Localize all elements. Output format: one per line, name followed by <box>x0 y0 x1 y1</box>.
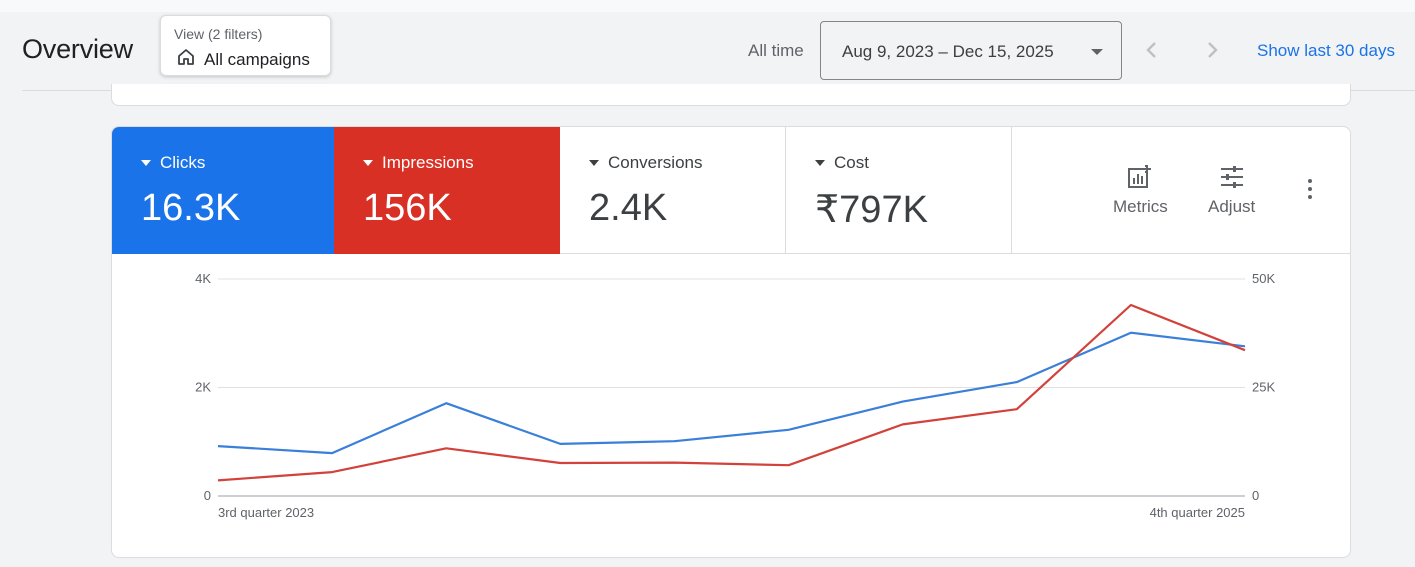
chevron-right-icon <box>1208 42 1218 58</box>
scorecard-cost-header: Cost <box>815 153 869 173</box>
series-line-clicks <box>217 331 1246 455</box>
scorecard-impressions-label: Impressions <box>382 153 474 172</box>
view-filter-main: All campaigns <box>176 47 310 72</box>
date-range-value: Aug 9, 2023 – Dec 15, 2025 <box>842 42 1054 61</box>
previous-card-edge <box>111 84 1351 106</box>
date-range-select[interactable]: Aug 9, 2023 – Dec 15, 2025 <box>820 21 1122 80</box>
adjust-button[interactable]: Adjust <box>1208 163 1255 217</box>
scorecard-conversions[interactable]: Conversions 2.4K <box>560 127 786 254</box>
scorecard-conversions-header: Conversions <box>589 153 703 173</box>
scorecard-clicks-label: Clicks <box>160 153 206 172</box>
caret-down-icon <box>815 160 825 166</box>
left-axis-tick-label: 0 <box>204 488 211 503</box>
scorecard-cost-label: Cost <box>834 153 869 172</box>
more-vert-dot <box>1308 187 1312 191</box>
scorecard-cost[interactable]: Cost ₹797K <box>786 127 1012 254</box>
scorecard-clicks-header: Clicks <box>141 153 205 173</box>
page-title: Overview <box>22 34 133 64</box>
right-axis-tick-label: 50K <box>1252 271 1275 286</box>
scorecard-conversions-value: 2.4K <box>589 187 668 229</box>
chevron-left-icon <box>1146 42 1156 58</box>
scorecard-impressions-header: Impressions <box>363 153 474 173</box>
view-filter-button[interactable]: View (2 filters) All campaigns <box>160 15 331 76</box>
view-filter-subtitle: View (2 filters) <box>174 26 263 42</box>
scorecard-impressions[interactable]: Impressions 156K <box>334 127 560 254</box>
scorecard-conversions-label: Conversions <box>608 153 703 172</box>
series-line-impressions <box>217 303 1246 482</box>
right-axis-tick-label: 25K <box>1252 380 1275 395</box>
x-axis-start-label: 3rd quarter 2023 <box>218 505 314 520</box>
scorecard-cost-value: ₹797K <box>815 189 928 231</box>
more-vert-dot <box>1308 195 1312 199</box>
add-chart-icon <box>1128 165 1152 188</box>
caret-down-icon <box>141 160 151 166</box>
performance-card: Clicks 16.3K Impressions 156K Conversion… <box>111 126 1351 558</box>
tune-icon <box>1220 166 1243 188</box>
scorecard-clicks[interactable]: Clicks 16.3K <box>112 127 334 254</box>
caret-down-icon <box>363 160 373 166</box>
left-axis-tick-label: 2K <box>195 380 211 395</box>
chart-tools: Metrics Adjust <box>1012 127 1350 254</box>
scorecard-impressions-value: 156K <box>363 187 452 229</box>
adjust-label: Adjust <box>1208 197 1256 216</box>
previous-period-button[interactable] <box>1138 36 1166 64</box>
metrics-label: Metrics <box>1113 197 1168 216</box>
metrics-button[interactable]: Metrics <box>1113 163 1168 217</box>
top-strip <box>0 0 1415 12</box>
all-time-label: All time <box>748 41 804 60</box>
more-vert-icon <box>1308 179 1312 183</box>
x-axis-end-label: 4th quarter 2025 <box>1150 505 1245 520</box>
more-options-button[interactable] <box>1302 179 1318 203</box>
caret-down-icon <box>589 160 599 166</box>
performance-chart: 0 0 2K 25K 4K 50K 3rd quarter 2023 4th quarter … <box>195 271 1275 520</box>
show-last-30-days-link[interactable]: Show last 30 days <box>1257 41 1395 60</box>
view-filter-label: All campaigns <box>204 49 310 69</box>
home-icon <box>176 47 196 72</box>
right-axis-tick-label: 0 <box>1252 488 1259 503</box>
caret-down-icon <box>1091 49 1103 55</box>
next-period-button[interactable] <box>1198 36 1226 64</box>
left-axis-tick-label: 4K <box>195 271 211 286</box>
scorecard-clicks-value: 16.3K <box>141 187 241 229</box>
